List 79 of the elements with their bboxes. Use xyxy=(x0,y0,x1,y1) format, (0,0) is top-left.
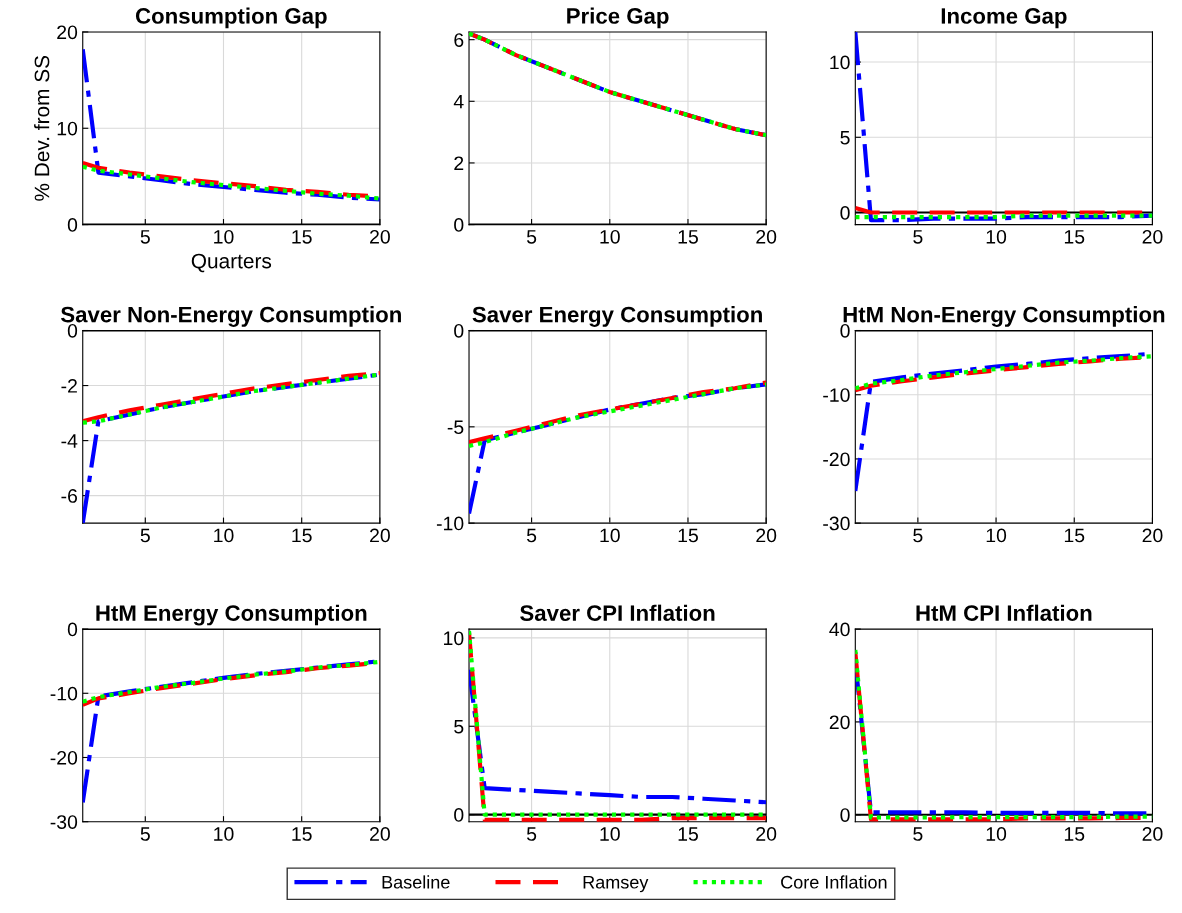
x-tick-label: 20 xyxy=(756,229,777,244)
y-tick-label: -2 xyxy=(61,379,77,393)
x-tick-label: 20 xyxy=(756,528,777,543)
x-tick-label: 20 xyxy=(1142,827,1163,841)
x-tick-label: 15 xyxy=(678,230,698,244)
y-tick-label: 5 xyxy=(454,719,464,734)
x-tick-label: 10 xyxy=(214,528,234,543)
x-tick-label: 15 xyxy=(678,827,698,841)
y-tick-label: -10 xyxy=(823,388,850,402)
chart-title: HtM CPI Inflation xyxy=(916,604,1092,621)
x-tick-label: 5 xyxy=(913,230,923,244)
chart-title: Price Gap xyxy=(567,7,669,29)
x-tick-label: 5 xyxy=(526,230,537,244)
x-tick-label: 15 xyxy=(1064,230,1085,244)
x-tick-label: 20 xyxy=(756,827,777,841)
x-tick-label: 15 xyxy=(292,528,312,543)
x-tick-label: 15 xyxy=(678,528,698,543)
y-tick-label: 2 xyxy=(454,156,464,170)
y-tick-label: -4 xyxy=(61,434,78,448)
y-tick-label: 10 xyxy=(830,55,850,70)
x-tick-label: 5 xyxy=(913,528,923,543)
chart-title: Saver Energy Consumption xyxy=(472,306,762,327)
x-tick-label: 10 xyxy=(986,827,1007,841)
line-series xyxy=(82,47,380,202)
x-tick-label: 20 xyxy=(1142,229,1163,244)
y-axis-title: % Dev. from SS xyxy=(34,55,50,201)
y-tick-label: 0 xyxy=(840,808,850,822)
y-tick-label: 10 xyxy=(57,121,78,136)
x-tick-label: 20 xyxy=(370,229,390,244)
legend-label: Baseline xyxy=(382,875,450,889)
y-tick-label: -30 xyxy=(823,516,850,531)
x-tick-label: 10 xyxy=(600,827,620,841)
chart-title: Saver CPI Inflation xyxy=(520,604,715,621)
line-series xyxy=(469,382,767,516)
chart-title: Income Gap xyxy=(941,8,1067,29)
x-tick-label: 5 xyxy=(526,827,537,841)
chart-title: Consumption Gap xyxy=(135,7,327,29)
y-tick-label: 20 xyxy=(829,715,850,730)
y-tick-label: 0 xyxy=(67,622,78,637)
y-tick-label: 0 xyxy=(67,218,78,232)
x-tick-label: 10 xyxy=(986,528,1007,543)
y-tick-label: 40 xyxy=(829,622,850,637)
x-tick-label: 5 xyxy=(526,528,537,543)
y-tick-label: 0 xyxy=(454,808,464,822)
x-axis-title: Quarters xyxy=(191,253,272,273)
x-tick-label: 10 xyxy=(600,229,620,244)
y-tick-label: 0 xyxy=(454,323,464,338)
y-tick-label: 20 xyxy=(57,25,78,40)
chart-title: HtM Energy Consumption xyxy=(96,604,367,626)
y-tick-label: -10 xyxy=(50,686,78,701)
x-tick-label: 10 xyxy=(214,229,234,244)
x-tick-label: 15 xyxy=(1064,827,1085,841)
x-tick-label: 10 xyxy=(986,229,1007,244)
legend-label: Core Inflation xyxy=(781,875,887,889)
y-tick-label: 5 xyxy=(840,130,850,145)
y-tick-label: -5 xyxy=(447,420,464,435)
x-tick-label: 5 xyxy=(913,827,923,841)
y-tick-label: 4 xyxy=(453,94,464,109)
x-tick-label: 15 xyxy=(1064,528,1085,543)
x-tick-label: 20 xyxy=(370,528,390,543)
x-tick-label: 10 xyxy=(214,827,234,841)
x-tick-label: 20 xyxy=(370,827,390,841)
y-tick-label: -20 xyxy=(50,750,78,765)
y-tick-label: -30 xyxy=(50,815,78,829)
x-tick-label: 15 xyxy=(292,827,312,841)
x-tick-label: 5 xyxy=(140,230,150,244)
y-tick-label: -10 xyxy=(436,516,464,531)
y-tick-label: -6 xyxy=(61,489,78,503)
legend-label: Ramsey xyxy=(583,876,649,893)
y-tick-label: 0 xyxy=(454,218,464,232)
x-tick-label: 5 xyxy=(140,827,150,841)
x-tick-label: 20 xyxy=(1142,528,1163,543)
y-tick-label: 10 xyxy=(444,631,464,646)
x-tick-label: 10 xyxy=(600,528,620,543)
y-tick-label: -20 xyxy=(823,452,850,467)
x-tick-label: 15 xyxy=(292,230,312,244)
x-tick-label: 5 xyxy=(140,528,150,543)
y-tick-label: 0 xyxy=(840,206,850,220)
y-tick-label: 6 xyxy=(454,33,464,47)
